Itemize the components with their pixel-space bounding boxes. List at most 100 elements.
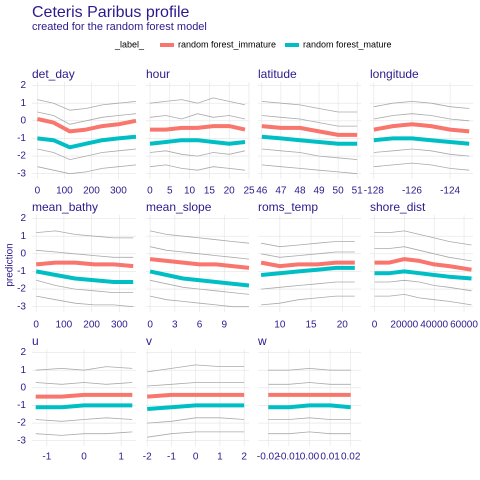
profile-line [36, 279, 134, 293]
profile-line [268, 417, 351, 420]
series-line [373, 136, 470, 146]
x-tick-label: 2 [241, 452, 247, 463]
x-tick-label: 1 [217, 452, 223, 463]
x-tick-label: 15 [204, 186, 216, 197]
series-line [35, 392, 133, 399]
x-tick-label: 0 [193, 452, 199, 463]
profile-line [374, 293, 472, 306]
y-tick-label: 0 [20, 115, 26, 126]
profile-line [261, 295, 355, 306]
profile-line [35, 366, 133, 371]
profile-line [147, 417, 245, 424]
x-tick-label: 300 [111, 320, 128, 331]
x-tick-label: 0 [81, 452, 87, 463]
profile-line [35, 417, 133, 422]
x-tick-label: 0 [372, 320, 378, 331]
x-tick-label: 48 [294, 186, 306, 197]
x-tick-label: 0 [147, 186, 153, 197]
y-axis-label: prediction [5, 243, 16, 286]
x-tick-label: 1 [118, 452, 124, 463]
series-line [261, 134, 358, 146]
series-line [147, 392, 245, 399]
x-tick-label: 20000 [390, 320, 418, 331]
profile-line [261, 101, 358, 113]
y-tick-label: -2 [17, 284, 26, 295]
profile-line [36, 249, 134, 258]
profile-line [374, 279, 472, 292]
series-line [149, 138, 246, 146]
x-tick-label: 0.02 [341, 452, 361, 463]
profile-line [149, 150, 246, 157]
x-tick-label: 0 [35, 186, 41, 197]
x-tick-label: 20 [224, 186, 236, 197]
x-tick-label: 0 [33, 320, 39, 331]
panel-title: v [146, 334, 152, 348]
x-tick-label: 200 [83, 320, 100, 331]
series-line [260, 265, 355, 277]
series-line [374, 269, 472, 281]
series-line [147, 403, 245, 411]
series-line [261, 124, 358, 137]
y-tick-label: -1 [17, 400, 26, 411]
profile-line [150, 230, 250, 244]
x-tick-label: -128 [364, 186, 384, 197]
x-tick-label: 40000 [420, 320, 448, 331]
chart-subtitle: created for the random forest model [32, 21, 207, 33]
y-tick-label: -1 [17, 266, 26, 277]
profile-line [37, 148, 137, 161]
series-line [37, 134, 137, 150]
x-tick-label: 200 [83, 186, 100, 197]
profile-line [150, 246, 250, 260]
profile-line [147, 364, 245, 373]
y-tick-label: -2 [17, 151, 26, 162]
y-tick-label: 2 [20, 80, 26, 91]
x-tick-label: -1 [42, 452, 51, 463]
panel-title: det_day [32, 67, 75, 81]
panel-title: latitude [258, 67, 297, 81]
profile-line [149, 113, 246, 120]
y-tick-label: -1 [17, 133, 26, 144]
x-tick-label: 46 [256, 186, 268, 197]
profile-line [268, 367, 351, 371]
series-line [260, 260, 355, 269]
y-tick-label: 0 [20, 382, 26, 393]
x-tick-label: 10 [184, 186, 196, 197]
legend-title: _label_ [114, 39, 145, 49]
profile-line [37, 164, 137, 175]
panel-title: roms_temp [258, 200, 318, 214]
profile-line [150, 279, 250, 295]
x-tick-label: 20 [337, 320, 349, 331]
series-line [374, 257, 472, 272]
panel-title: shore_dist [370, 200, 426, 214]
profile-line [373, 162, 470, 171]
x-tick-label: -124 [440, 186, 460, 197]
y-tick-label: 0 [20, 248, 26, 259]
x-tick-label: 15 [305, 320, 317, 331]
series-line [149, 257, 250, 270]
x-tick-label: 100 [56, 186, 73, 197]
y-tick-label: 1 [20, 98, 26, 109]
x-tick-label: 9 [221, 320, 227, 331]
y-tick-label: 2 [20, 347, 26, 358]
profile-line [268, 382, 351, 385]
series-line [35, 269, 134, 284]
series-line [150, 124, 246, 132]
x-tick-label: -0.02 [257, 452, 280, 463]
panel-title: mean_bathy [32, 200, 98, 214]
x-tick-label: -126 [402, 186, 422, 197]
y-tick-label: 1 [20, 231, 26, 242]
x-tick-label: 3 [172, 320, 178, 331]
panel-title: w [257, 334, 267, 348]
profile-line [36, 230, 134, 239]
legend-swatch [160, 43, 174, 47]
series-line [149, 269, 250, 288]
legend-label: random forest_immature [178, 39, 276, 49]
profile-line [268, 431, 351, 435]
profile-line [149, 97, 246, 106]
series-line [373, 122, 470, 134]
panel-title: longitude [370, 67, 419, 81]
x-tick-label: 50 [333, 186, 345, 197]
y-tick-label: -3 [17, 301, 26, 312]
x-tick-label: -0.01 [278, 452, 301, 463]
